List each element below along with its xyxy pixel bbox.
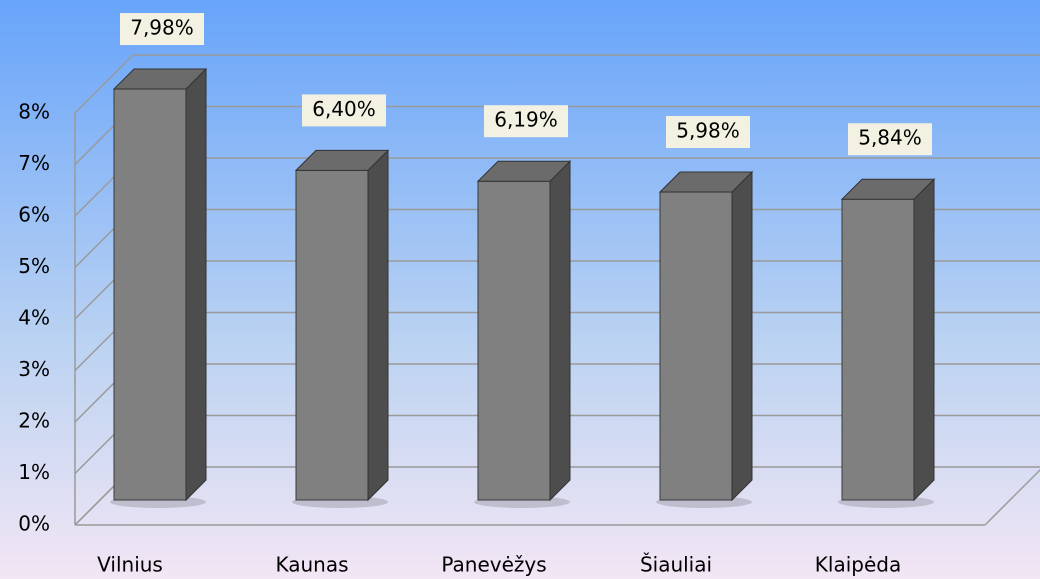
bar-side: [913, 178, 935, 502]
x-tick-label: Šiauliai: [640, 553, 712, 577]
bar: [474, 160, 572, 508]
bar: [838, 178, 936, 508]
value-label: 6,19%: [494, 108, 558, 132]
value-label-box: [666, 116, 750, 149]
y-tick-label: 0%: [18, 512, 50, 536]
bar: [292, 149, 390, 508]
x-tick-label: Panevėžys: [441, 553, 546, 577]
bar-front: [841, 198, 915, 501]
y-tick-label: 2%: [18, 409, 50, 433]
y-tick-label: 4%: [18, 306, 50, 330]
bar-side: [367, 149, 389, 502]
bar-front: [659, 191, 733, 501]
x-tick-label: Klaipėda: [815, 553, 901, 577]
bar-front: [477, 180, 551, 501]
x-tick-label: Kaunas: [275, 553, 348, 577]
bar: [110, 67, 208, 508]
y-tick-label: 6%: [18, 203, 50, 227]
grid-line: [74, 54, 1040, 114]
bar-top: [476, 160, 572, 182]
bar-top: [294, 149, 390, 171]
x-tick-label: Vilnius: [97, 553, 163, 577]
y-tick-label: 1%: [18, 460, 50, 484]
value-label: 5,84%: [858, 126, 922, 150]
bar-front: [113, 88, 187, 501]
bar: [656, 170, 754, 508]
y-tick-label: 5%: [18, 254, 50, 278]
value-label-box: [302, 94, 386, 127]
value-label-box: [120, 13, 204, 46]
bar-side: [185, 67, 207, 502]
y-tick-label: 7%: [18, 151, 50, 175]
value-label: 7,98%: [130, 16, 194, 40]
bar-top: [840, 178, 936, 200]
y-tick-label: 3%: [18, 357, 50, 381]
value-label-box: [484, 105, 568, 138]
bar-front: [295, 169, 369, 501]
floor-right: [984, 468, 1040, 526]
bar-side: [549, 160, 571, 502]
y-tick-label: 8%: [18, 100, 50, 124]
bar-top: [658, 171, 754, 193]
value-label: 5,98%: [676, 119, 740, 143]
value-label-box: [848, 123, 932, 156]
bar-top: [112, 68, 208, 90]
value-label: 6,40%: [312, 97, 376, 121]
bar-side: [731, 170, 753, 502]
